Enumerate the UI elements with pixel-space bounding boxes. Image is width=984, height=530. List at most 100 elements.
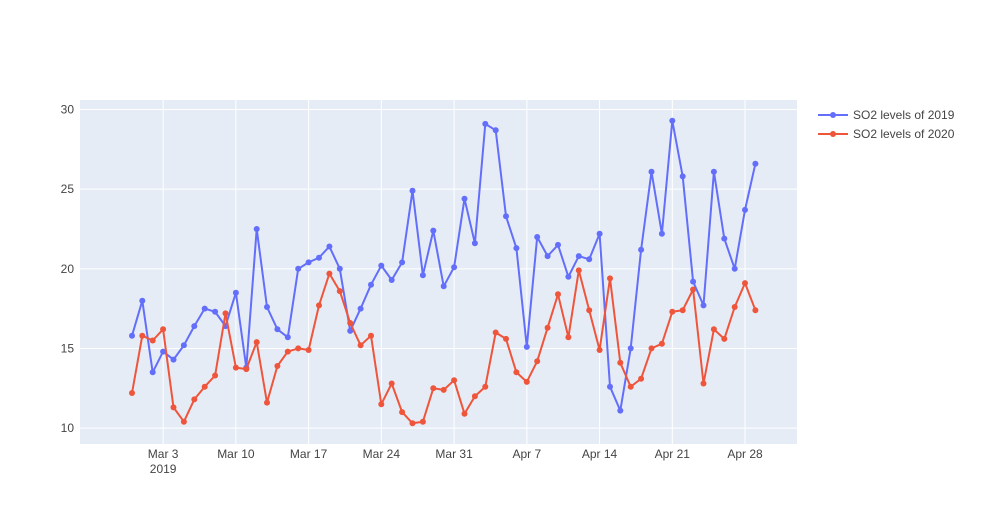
data-point[interactable] [180, 418, 187, 425]
data-point[interactable] [409, 420, 416, 427]
data-point[interactable] [284, 334, 291, 341]
data-point[interactable] [305, 347, 312, 353]
data-point[interactable] [264, 304, 270, 310]
data-point[interactable] [149, 337, 156, 344]
data-point[interactable] [451, 377, 458, 384]
data-point[interactable] [326, 243, 333, 250]
data-point[interactable] [742, 280, 748, 287]
data-point[interactable] [513, 245, 520, 252]
data-point[interactable] [129, 390, 135, 396]
data-point[interactable] [607, 275, 613, 282]
data-point[interactable] [191, 396, 198, 403]
data-point[interactable] [700, 380, 707, 387]
data-point[interactable] [638, 246, 645, 253]
data-point[interactable] [471, 393, 478, 400]
data-point[interactable] [721, 335, 728, 342]
data-point[interactable] [731, 265, 738, 272]
data-point[interactable] [482, 383, 489, 390]
data-point[interactable] [492, 329, 499, 336]
data-point[interactable] [232, 289, 239, 296]
data-point[interactable] [295, 345, 302, 352]
data-point[interactable] [357, 305, 364, 312]
data-point[interactable] [274, 326, 281, 333]
data-point[interactable] [586, 307, 593, 314]
data-point[interactable] [596, 347, 603, 353]
data-point[interactable] [575, 267, 582, 274]
data-point[interactable] [544, 253, 551, 260]
data-point[interactable] [513, 369, 520, 376]
data-point[interactable] [461, 195, 468, 202]
data-point[interactable] [316, 254, 322, 261]
legend-item[interactable]: SO2 levels of 2020 [818, 127, 955, 141]
data-point[interactable] [347, 320, 354, 326]
data-point[interactable] [596, 230, 603, 237]
data-point[interactable] [555, 241, 561, 248]
data-point[interactable] [274, 363, 281, 369]
data-point[interactable] [222, 310, 229, 317]
data-point[interactable] [752, 160, 759, 167]
data-point[interactable] [409, 187, 416, 194]
data-point[interactable] [710, 168, 717, 175]
data-point[interactable] [191, 323, 198, 330]
data-point[interactable] [316, 302, 322, 309]
data-point[interactable] [523, 378, 530, 385]
data-point[interactable] [368, 281, 374, 288]
data-point[interactable] [669, 117, 676, 124]
data-point[interactable] [690, 286, 697, 293]
data-point[interactable] [243, 366, 250, 373]
data-point[interactable] [149, 369, 156, 376]
data-point[interactable] [440, 283, 447, 290]
data-point[interactable] [607, 383, 613, 390]
data-point[interactable] [336, 288, 343, 295]
data-point[interactable] [555, 291, 561, 298]
data-point[interactable] [461, 410, 468, 417]
data-point[interactable] [700, 302, 707, 309]
data-point[interactable] [295, 265, 302, 272]
data-point[interactable] [201, 383, 208, 390]
data-point[interactable] [253, 226, 260, 232]
data-point[interactable] [669, 308, 676, 315]
data-point[interactable] [347, 327, 354, 334]
data-point[interactable] [679, 307, 686, 314]
data-point[interactable] [617, 407, 624, 414]
data-point[interactable] [742, 206, 748, 213]
data-point[interactable] [357, 342, 364, 349]
data-point[interactable] [180, 342, 187, 349]
data-point[interactable] [388, 277, 395, 283]
data-point[interactable] [284, 348, 291, 355]
data-point[interactable] [170, 356, 177, 363]
data-point[interactable] [752, 307, 759, 314]
data-point[interactable] [648, 168, 655, 175]
data-point[interactable] [575, 253, 582, 260]
data-point[interactable] [326, 270, 333, 277]
data-point[interactable] [679, 173, 686, 180]
data-point[interactable] [336, 265, 343, 272]
data-point[interactable] [419, 272, 426, 279]
data-point[interactable] [471, 240, 478, 247]
data-point[interactable] [503, 335, 509, 342]
data-point[interactable] [503, 213, 509, 220]
data-point[interactable] [419, 418, 426, 425]
data-point[interactable] [212, 372, 219, 379]
data-point[interactable] [617, 359, 624, 366]
legend[interactable]: SO2 levels of 2019 SO2 levels of 2020 [818, 108, 955, 141]
data-point[interactable] [399, 409, 406, 416]
data-point[interactable] [160, 326, 167, 333]
data-point[interactable] [264, 399, 270, 406]
data-point[interactable] [305, 259, 312, 266]
data-point[interactable] [565, 273, 572, 280]
data-point[interactable] [378, 401, 385, 408]
legend-item[interactable]: SO2 levels of 2019 [818, 108, 955, 122]
data-point[interactable] [170, 404, 177, 411]
data-point[interactable] [627, 345, 634, 352]
data-point[interactable] [378, 262, 385, 269]
data-point[interactable] [139, 332, 146, 339]
data-point[interactable] [129, 332, 135, 339]
data-point[interactable] [253, 339, 260, 346]
data-point[interactable] [232, 364, 239, 371]
data-point[interactable] [721, 235, 728, 242]
data-point[interactable] [638, 375, 645, 382]
data-point[interactable] [658, 340, 665, 347]
data-point[interactable] [690, 278, 697, 285]
data-point[interactable] [586, 256, 593, 263]
